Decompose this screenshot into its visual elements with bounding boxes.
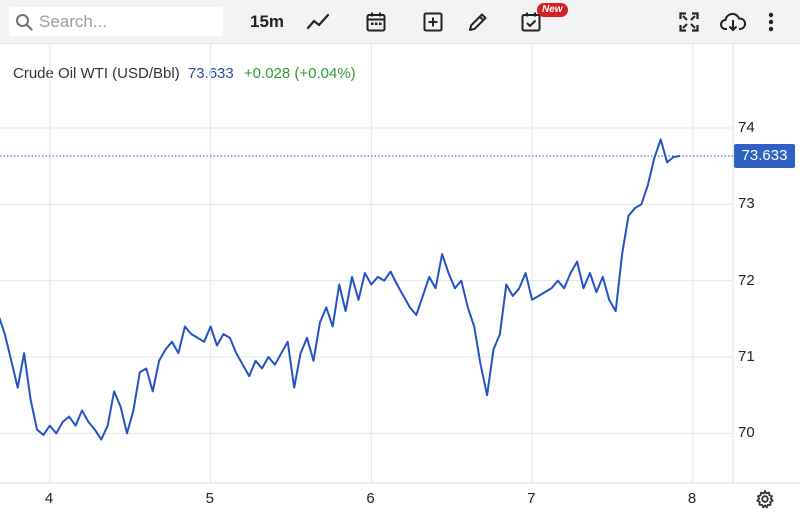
quote-header: Crude Oil WTI (USD/Bbl) 73.633 +0.028 (+…	[13, 65, 356, 82]
x-tick-label: 5	[205, 490, 214, 507]
fullscreen-button[interactable]	[673, 7, 705, 37]
chart-toolbar: 15m New	[0, 0, 800, 44]
price-chart[interactable]	[0, 44, 800, 515]
interval-selector[interactable]: 15m	[249, 12, 285, 31]
y-tick-label: 73	[738, 195, 755, 213]
events-calendar-icon	[521, 12, 541, 32]
events-button[interactable]	[515, 7, 547, 37]
date-range-button[interactable]	[360, 7, 392, 37]
y-tick-label: 71	[738, 348, 755, 366]
add-indicator-button[interactable]	[417, 7, 449, 37]
instrument-name: Crude Oil WTI (USD/Bbl)	[13, 65, 180, 82]
last-price-tag: 73.633	[734, 144, 795, 168]
x-tick-label: 7	[527, 490, 536, 507]
cloud-download-icon	[720, 12, 746, 32]
x-tick-label: 8	[687, 490, 697, 507]
settings-gear-icon[interactable]	[755, 489, 775, 509]
x-tick-label: 6	[366, 490, 375, 507]
drawing-tools-button[interactable]	[462, 7, 494, 37]
download-button[interactable]	[716, 7, 750, 37]
y-tick-label: 72	[738, 271, 755, 289]
x-tick-label: 4	[44, 490, 54, 507]
y-tick-label: 74	[738, 118, 755, 136]
draw-pencil-icon	[469, 13, 487, 31]
line-chart-icon	[306, 13, 330, 30]
price-change: +0.028 (+0.04%)	[243, 65, 356, 82]
add-indicator-icon	[423, 12, 443, 32]
more-vert-icon	[768, 12, 774, 32]
more-options-button[interactable]	[758, 7, 784, 37]
calendar-icon	[366, 12, 386, 32]
chart-type-button[interactable]	[302, 7, 334, 37]
fullscreen-icon	[679, 12, 699, 32]
search-input[interactable]	[39, 11, 217, 33]
new-badge: New	[537, 3, 568, 17]
price-series-line	[0, 138, 681, 441]
search-icon	[16, 14, 33, 31]
search-box[interactable]	[9, 7, 223, 36]
y-tick-label: 70	[738, 424, 755, 442]
